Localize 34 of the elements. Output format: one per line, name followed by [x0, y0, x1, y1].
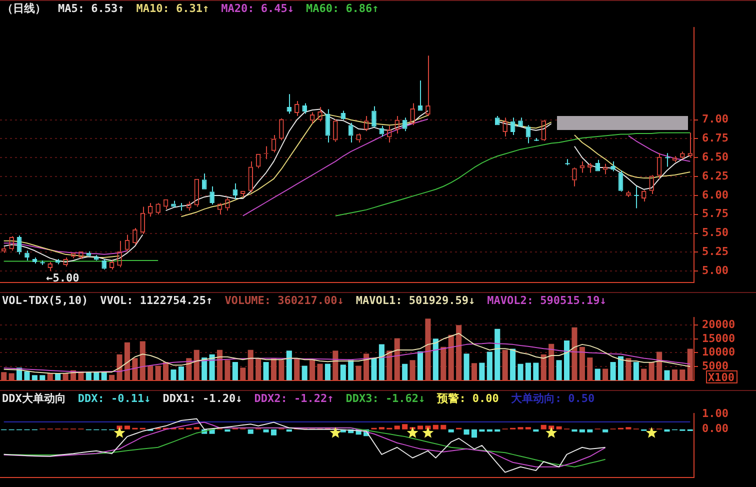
text: MA20: 6.45↓ — [221, 2, 294, 15]
text: VVOL: 1122754.25↑ — [100, 294, 213, 307]
text: MA5: 6.53↑ — [58, 2, 124, 15]
annotation: ←5.00 — [46, 271, 80, 284]
text: 预警: 0.00 — [437, 392, 499, 405]
y-tick-label: 1.00 — [702, 407, 728, 420]
chart-title: （日线） — [2, 2, 46, 15]
y-tick-label: 0.00 — [702, 422, 728, 436]
text: MA60: 6.86↑ — [306, 2, 379, 15]
text: MAVOL1: 501929.59↓ — [356, 294, 476, 307]
text: VOLUME: 360217.00↓ — [224, 294, 344, 307]
y-tick-label: 20000 — [702, 318, 736, 331]
y-tick-label: 6.00 — [702, 188, 728, 202]
text: DDX: -0.11↓ — [78, 392, 151, 405]
text: MA10: 6.31↑ — [136, 2, 210, 15]
y-tick-label: 6.50 — [702, 150, 728, 164]
y-tick-label: 5.00 — [702, 264, 728, 277]
y-tick-label: 7.00 — [702, 112, 728, 126]
y-tick-label: 6.25 — [702, 169, 728, 182]
text: DDX2: -1.22↑ — [254, 392, 334, 405]
y-tick-label: 10000 — [702, 346, 736, 359]
y-axis-title: X100 — [708, 370, 734, 384]
y-tick-label: 6.75 — [702, 132, 728, 145]
y-tick-label: 5.50 — [702, 226, 728, 240]
y-tick-label: 15000 — [702, 332, 736, 345]
y-tick-label: 5.75 — [702, 207, 728, 220]
y-tick-label: 5000 — [702, 359, 728, 372]
series-label: 大单动向: 0.50 — [510, 392, 595, 405]
text: DDX3: -1.62↓ — [346, 392, 426, 405]
y-tick-label: 5.25 — [702, 245, 728, 258]
series-label: DDX1: -1.20↓ — [162, 392, 242, 405]
chart-title: VOL-TDX(5,10) — [2, 294, 88, 307]
text: MAVOL2: 590515.19↓ — [487, 294, 606, 307]
chart-title: DDX大单动向 — [2, 392, 66, 405]
